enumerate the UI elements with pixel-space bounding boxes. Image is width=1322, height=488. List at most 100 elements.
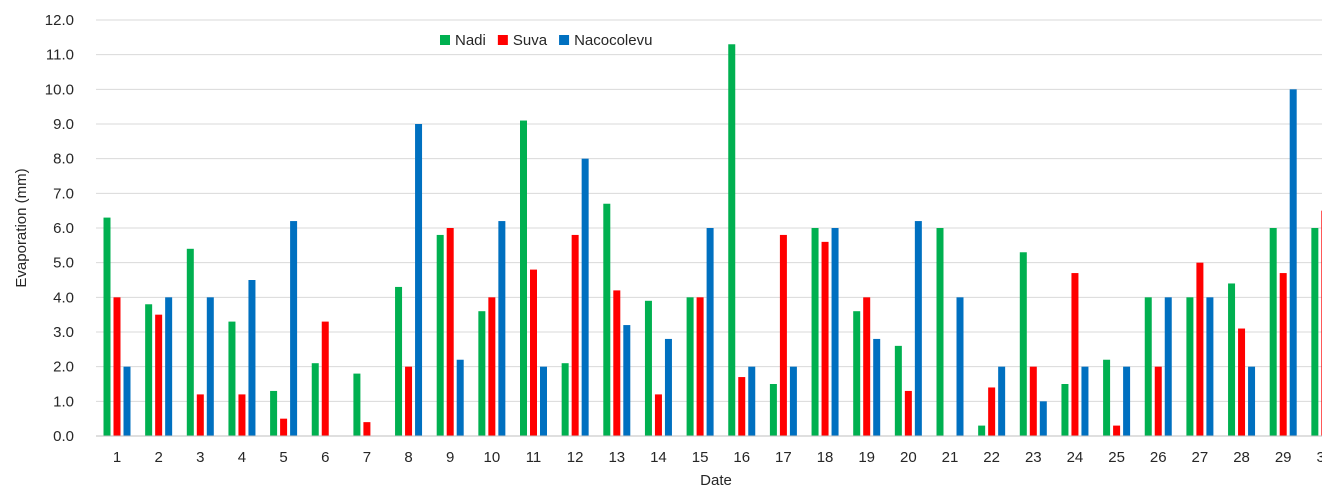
bar-suva-22 bbox=[988, 387, 996, 436]
bar-nadi-12 bbox=[561, 363, 569, 436]
bar-nadi-24 bbox=[1061, 384, 1069, 436]
bar-suva-8 bbox=[405, 366, 413, 436]
bar-suva-10 bbox=[488, 297, 496, 436]
y-tick-label: 4.0 bbox=[53, 289, 74, 306]
y-tick-label: 5.0 bbox=[53, 255, 74, 272]
x-tick-label: 5 bbox=[279, 449, 287, 466]
bar-suva-12 bbox=[571, 234, 579, 436]
y-tick-label: 0.0 bbox=[53, 428, 74, 445]
x-tick-label: 19 bbox=[858, 449, 875, 466]
bar-nadi-28 bbox=[1228, 283, 1236, 436]
bar-suva-9 bbox=[446, 228, 454, 436]
legend-label: Nadi bbox=[455, 32, 486, 49]
bar-nadi-10 bbox=[478, 311, 486, 436]
bar-nadi-5 bbox=[270, 390, 278, 436]
bar-suva-14 bbox=[654, 394, 662, 436]
x-tick-label: 7 bbox=[363, 449, 371, 466]
x-tick-label: 18 bbox=[817, 449, 834, 466]
bar-nadi-22 bbox=[978, 425, 986, 436]
bar-nacocolevu-11 bbox=[540, 366, 547, 436]
bar-nacocolevu-15 bbox=[706, 228, 714, 436]
bar-nadi-18 bbox=[811, 228, 819, 436]
legend: Nadi Suva Nacocolevu bbox=[440, 32, 652, 49]
bar-suva-1 bbox=[113, 297, 121, 436]
bar-nacocolevu-5 bbox=[290, 221, 298, 436]
x-tick-label: 26 bbox=[1150, 449, 1167, 466]
bar-nacocolevu-1 bbox=[123, 366, 131, 436]
x-tick-label: 11 bbox=[526, 449, 542, 466]
x-tick-label: 22 bbox=[983, 449, 1000, 466]
bar-nacocolevu-29 bbox=[1289, 89, 1297, 436]
x-tick-label: 23 bbox=[1025, 449, 1042, 466]
legend-swatch bbox=[440, 35, 450, 45]
bar-nadi-20 bbox=[894, 345, 902, 436]
bar-nacocolevu-14 bbox=[664, 338, 672, 436]
bar-nacocolevu-4 bbox=[248, 280, 256, 436]
x-tick-label: 1 bbox=[113, 449, 121, 466]
bar-nacocolevu-10 bbox=[498, 221, 506, 436]
bar-nacocolevu-12 bbox=[581, 158, 589, 436]
bar-nadi-23 bbox=[1019, 252, 1027, 436]
bar-suva-18 bbox=[821, 241, 829, 436]
bar-nacocolevu-3 bbox=[206, 297, 214, 436]
x-tick-label: 12 bbox=[567, 449, 584, 466]
bar-nadi-4 bbox=[228, 321, 236, 436]
y-tick-label: 7.0 bbox=[53, 185, 74, 202]
bar-suva-7 bbox=[363, 422, 371, 436]
bar-suva-20 bbox=[904, 390, 912, 436]
bar-suva-5 bbox=[280, 418, 288, 436]
bar-nacocolevu-26 bbox=[1164, 297, 1172, 436]
x-tick-label: 24 bbox=[1067, 449, 1084, 466]
x-tick-label: 2 bbox=[154, 449, 162, 466]
bar-nadi-9 bbox=[436, 234, 444, 436]
bars-group bbox=[103, 44, 1322, 437]
bar-nacocolevu-17 bbox=[789, 366, 797, 436]
x-tick-label: 13 bbox=[608, 449, 625, 466]
bar-nadi-15 bbox=[686, 297, 694, 436]
x-tick-label: 28 bbox=[1233, 449, 1250, 466]
x-tick-label: 29 bbox=[1275, 449, 1292, 466]
bar-nadi-16 bbox=[728, 44, 736, 437]
y-tick-label: 11.0 bbox=[46, 47, 74, 64]
bar-suva-28 bbox=[1238, 328, 1246, 436]
bar-nadi-8 bbox=[395, 286, 403, 436]
bar-suva-27 bbox=[1196, 262, 1204, 436]
x-tick-label: 6 bbox=[321, 449, 329, 466]
bar-suva-26 bbox=[1154, 366, 1162, 436]
legend-swatch bbox=[497, 35, 508, 45]
bar-nacocolevu-18 bbox=[831, 228, 839, 436]
x-tick-label: 3 bbox=[196, 449, 204, 466]
y-tick-label: 8.0 bbox=[53, 151, 74, 168]
bar-nadi-25 bbox=[1103, 359, 1111, 436]
bar-nadi-7 bbox=[353, 373, 361, 436]
bar-suva-29 bbox=[1279, 273, 1287, 436]
bar-nadi-13 bbox=[603, 203, 611, 436]
y-tick-label: 6.0 bbox=[53, 220, 74, 237]
y-tick-label: 10.0 bbox=[45, 81, 74, 98]
x-tick-label: 21 bbox=[942, 449, 959, 466]
y-tick-label: 1.0 bbox=[53, 393, 74, 410]
bar-suva-19 bbox=[863, 297, 871, 436]
x-tick-label: 4 bbox=[238, 449, 246, 466]
bar-nadi-19 bbox=[853, 311, 861, 436]
bar-nadi-26 bbox=[1144, 297, 1152, 436]
bar-nacocolevu-8 bbox=[415, 124, 423, 436]
x-tick-label: 20 bbox=[900, 449, 917, 466]
bar-nadi-11 bbox=[520, 120, 527, 437]
y-tick-labels: 0.0 1.0 2.0 3.0 4.0 5.0 6.0 7.0 8.0 9.0 10.0 11.0 12… bbox=[45, 12, 74, 445]
x-tick-label: 10 bbox=[484, 449, 501, 466]
bar-nacocolevu-21 bbox=[956, 297, 964, 436]
x-tick-label: 15 bbox=[692, 449, 709, 466]
bar-nadi-3 bbox=[186, 248, 194, 436]
legend-label: Suva bbox=[513, 32, 548, 49]
bar-nacocolevu-23 bbox=[1039, 401, 1047, 436]
bar-nacocolevu-20 bbox=[914, 221, 922, 436]
bar-suva-16 bbox=[738, 377, 746, 436]
bar-nadi-6 bbox=[311, 363, 319, 436]
bar-suva-17 bbox=[779, 234, 787, 436]
bar-nacocolevu-13 bbox=[623, 325, 631, 436]
x-axis-title: Date bbox=[700, 472, 732, 488]
bar-nadi-21 bbox=[936, 228, 944, 436]
y-tick-label: 2.0 bbox=[53, 359, 74, 376]
